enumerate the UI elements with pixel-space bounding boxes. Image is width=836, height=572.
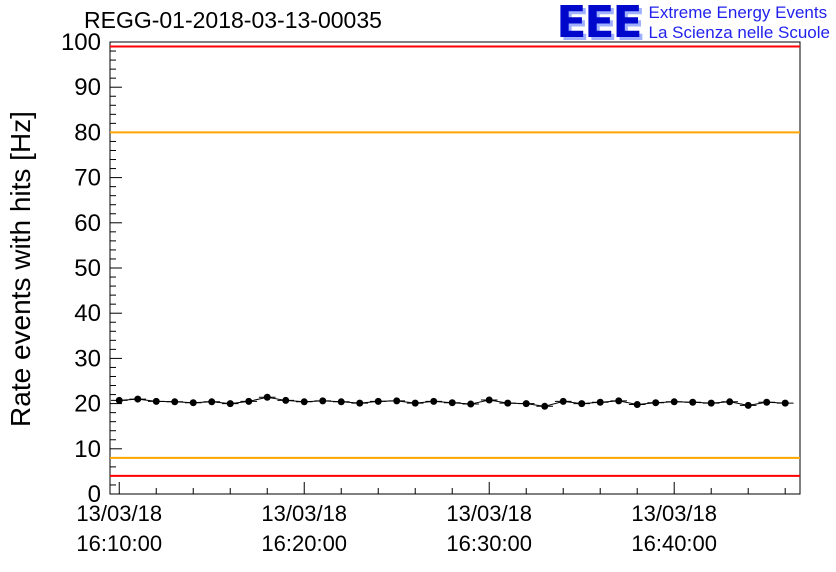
chart-title: REGG-01-2018-03-13-00035 (84, 7, 382, 33)
y-tick-label: 70 (74, 165, 101, 192)
y-tick-label: 10 (74, 436, 101, 463)
y-tick-label: 30 (74, 345, 101, 372)
data-point (615, 397, 623, 405)
x-tick-date: 13/03/18 (446, 501, 532, 526)
x-tick-time: 16:20:00 (261, 531, 347, 556)
y-tick-label: 0 (88, 481, 101, 508)
y-tick-label: 90 (74, 74, 101, 101)
y-tick-label: 50 (74, 255, 101, 282)
data-point (208, 398, 216, 406)
data-point (559, 397, 567, 405)
data-point (578, 400, 586, 408)
x-tick-time: 16:10:00 (76, 531, 162, 556)
data-point (189, 399, 197, 407)
data-point (393, 397, 401, 405)
data-point (707, 399, 715, 407)
data-point (670, 398, 678, 406)
x-tick-date: 13/03/18 (631, 501, 717, 526)
data-point (374, 397, 382, 405)
y-tick-label: 40 (74, 300, 101, 327)
y-tick-label: 80 (74, 119, 101, 146)
data-point (726, 398, 734, 406)
data-point (300, 398, 308, 406)
data-point (134, 395, 142, 403)
data-point (633, 401, 641, 409)
data-point (356, 399, 364, 407)
x-tick-date: 13/03/18 (76, 501, 162, 526)
data-point (781, 399, 789, 407)
logo-subtitle-2: La Scienza nelle Scuole (648, 23, 830, 42)
data-point (282, 396, 290, 404)
data-point (319, 397, 327, 405)
eee-logo-text: EEE (556, 0, 642, 48)
y-tick-label: 60 (74, 210, 101, 237)
data-point (263, 393, 271, 401)
data-point (504, 399, 512, 407)
data-point (245, 397, 253, 405)
data-point (485, 396, 493, 404)
data-point (744, 401, 752, 409)
data-point (448, 399, 456, 407)
data-point (430, 397, 438, 405)
data-point (337, 398, 345, 406)
data-point (467, 400, 475, 408)
data-point (763, 398, 771, 406)
data-point (226, 400, 234, 408)
y-axis-label: Rate events with hits [Hz] (5, 111, 36, 427)
eee-logo: EEE Extreme Energy Events La Scienza nel… (556, 0, 830, 48)
y-tick-label: 100 (61, 29, 101, 56)
data-point (411, 399, 419, 407)
data-point (541, 402, 549, 410)
logo-subtitle-1: Extreme Energy Events (648, 3, 828, 22)
data-point (596, 398, 604, 406)
data-point (115, 396, 123, 404)
plot-frame (109, 41, 801, 495)
data-point (152, 397, 160, 405)
data-point (522, 400, 530, 408)
y-tick-label: 20 (74, 391, 101, 418)
x-tick-time: 16:40:00 (631, 531, 717, 556)
eee-logo-subtitles: Extreme Energy Events La Scienza nelle S… (649, 3, 830, 43)
x-tick-time: 16:30:00 (446, 531, 532, 556)
data-point (171, 398, 179, 406)
data-point (689, 398, 697, 406)
x-tick-date: 13/03/18 (261, 501, 347, 526)
data-point (652, 399, 660, 407)
